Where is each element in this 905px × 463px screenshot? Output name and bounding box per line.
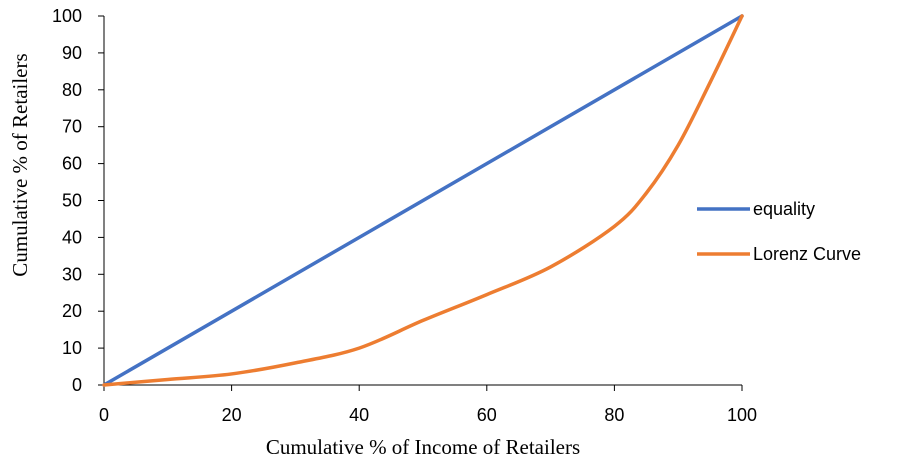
y-axis-ticks: 0 10 20 30 40 50 60 70 80 90 100	[52, 6, 104, 395]
x-axis-ticks: 0 20 40 60 80 100	[99, 385, 757, 425]
series-layer	[102, 14, 744, 387]
y-tick-label: 20	[62, 301, 82, 321]
y-tick-label: 0	[72, 375, 82, 395]
legend: equality Lorenz Curve	[697, 199, 861, 264]
x-tick-label: 40	[349, 405, 369, 425]
legend-label-equality: equality	[753, 199, 815, 219]
y-tick-label: 60	[62, 154, 82, 174]
x-axis-title: Cumulative % of Income of Retailers	[266, 435, 580, 459]
y-tick-label: 10	[62, 338, 82, 358]
y-axis-title: Cumulative % of Retailers	[8, 53, 32, 276]
y-tick-label: 50	[62, 191, 82, 211]
series-line-lorenz-curve	[102, 14, 744, 387]
y-tick-label: 70	[62, 117, 82, 137]
y-tick-label: 80	[62, 80, 82, 100]
x-tick-label: 20	[222, 405, 242, 425]
x-tick-label: 100	[727, 405, 757, 425]
legend-label-lorenz-curve: Lorenz Curve	[753, 244, 861, 264]
x-tick-label: 60	[477, 405, 497, 425]
series-line-equality	[102, 14, 744, 387]
x-tick-label: 80	[604, 405, 624, 425]
y-tick-label: 30	[62, 264, 82, 284]
x-tick-label: 0	[99, 405, 109, 425]
y-tick-label: 100	[52, 6, 82, 26]
y-tick-label: 90	[62, 43, 82, 63]
y-tick-label: 40	[62, 227, 82, 247]
